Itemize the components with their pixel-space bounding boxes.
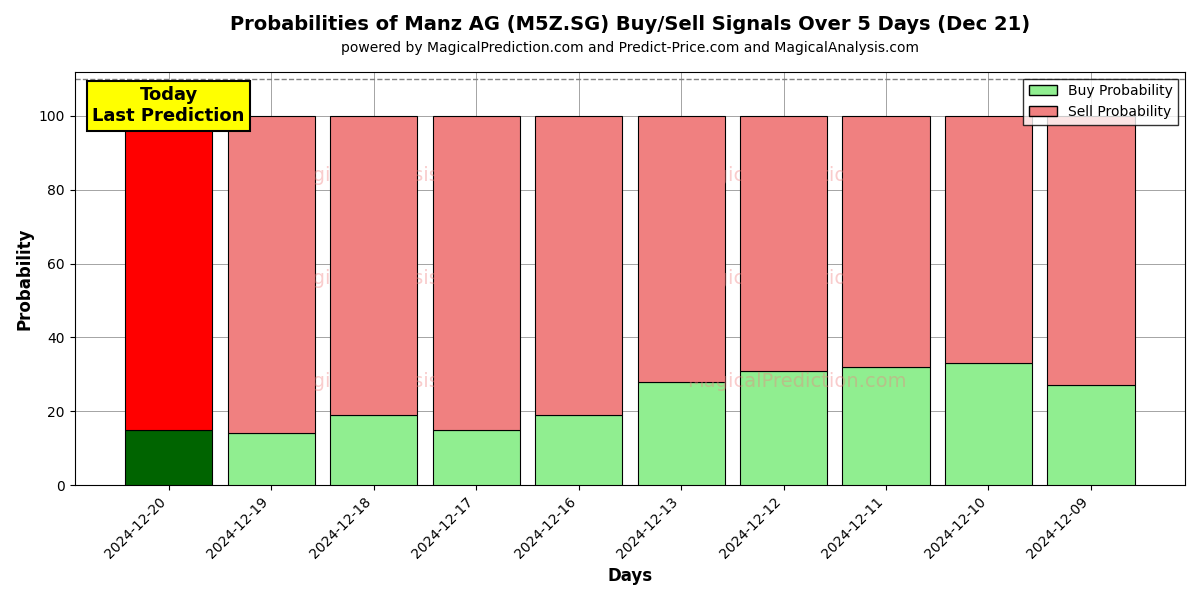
- Bar: [228, 433, 314, 485]
- Text: MagicalPrediction.com: MagicalPrediction.com: [686, 166, 906, 185]
- X-axis label: Days: Days: [607, 567, 653, 585]
- Text: MagicalPrediction.com: MagicalPrediction.com: [686, 372, 906, 391]
- Bar: [1048, 116, 1134, 385]
- Text: MagicalAnalysis.com: MagicalAnalysis.com: [284, 269, 487, 288]
- Bar: [432, 116, 520, 430]
- Bar: [842, 116, 930, 367]
- Bar: [1048, 385, 1134, 485]
- Bar: [432, 430, 520, 485]
- Text: MagicalPrediction.com: MagicalPrediction.com: [686, 269, 906, 288]
- Bar: [740, 371, 827, 485]
- Bar: [944, 116, 1032, 364]
- Bar: [228, 116, 314, 433]
- Bar: [842, 367, 930, 485]
- Bar: [330, 116, 418, 415]
- Bar: [637, 116, 725, 382]
- Bar: [740, 116, 827, 371]
- Bar: [125, 430, 212, 485]
- Text: Today
Last Prediction: Today Last Prediction: [92, 86, 245, 125]
- Title: Probabilities of Manz AG (M5Z.SG) Buy/Sell Signals Over 5 Days (Dec 21): Probabilities of Manz AG (M5Z.SG) Buy/Se…: [229, 15, 1030, 34]
- Text: MagicalAnalysis.com: MagicalAnalysis.com: [284, 372, 487, 391]
- Bar: [535, 415, 622, 485]
- Bar: [637, 382, 725, 485]
- Bar: [125, 116, 212, 430]
- Bar: [535, 116, 622, 415]
- Bar: [330, 415, 418, 485]
- Legend: Buy Probability, Sell Probability: Buy Probability, Sell Probability: [1024, 79, 1178, 125]
- Text: powered by MagicalPrediction.com and Predict-Price.com and MagicalAnalysis.com: powered by MagicalPrediction.com and Pre…: [341, 41, 919, 55]
- Y-axis label: Probability: Probability: [16, 227, 34, 329]
- Bar: [944, 364, 1032, 485]
- Text: MagicalAnalysis.com: MagicalAnalysis.com: [284, 166, 487, 185]
